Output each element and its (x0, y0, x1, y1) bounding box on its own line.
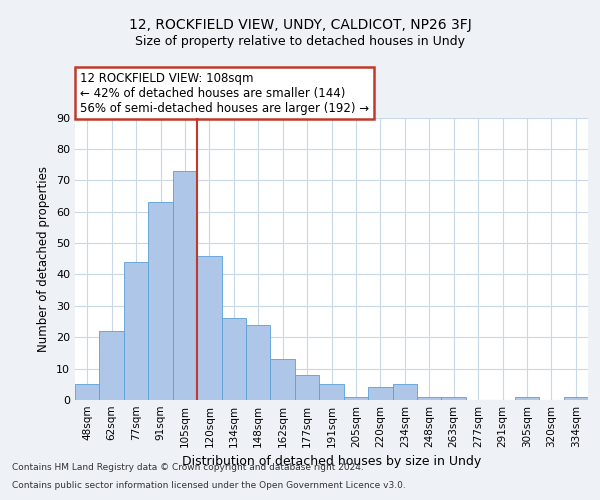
Bar (392, 384, 417, 400)
Bar (319, 384, 344, 400)
Bar (417, 397, 442, 400)
Text: Contains public sector information licensed under the Open Government Licence v3: Contains public sector information licen… (12, 481, 406, 490)
Text: Contains HM Land Registry data © Crown copyright and database right 2024.: Contains HM Land Registry data © Crown c… (12, 464, 364, 472)
Bar (246, 324, 271, 400)
Y-axis label: Number of detached properties: Number of detached properties (37, 166, 50, 352)
Bar (344, 397, 368, 400)
Bar (563, 397, 588, 400)
Bar (271, 359, 295, 400)
Bar (100, 331, 124, 400)
Bar (124, 262, 148, 400)
X-axis label: Distribution of detached houses by size in Undy: Distribution of detached houses by size … (182, 456, 481, 468)
Bar (221, 318, 246, 400)
Bar (368, 388, 392, 400)
Bar (148, 202, 173, 400)
Text: Size of property relative to detached houses in Undy: Size of property relative to detached ho… (135, 35, 465, 48)
Bar (515, 397, 539, 400)
Text: 12 ROCKFIELD VIEW: 108sqm
← 42% of detached houses are smaller (144)
56% of semi: 12 ROCKFIELD VIEW: 108sqm ← 42% of detac… (80, 72, 369, 114)
Bar (295, 375, 319, 400)
Bar (75, 384, 100, 400)
Bar (442, 397, 466, 400)
Bar (173, 171, 197, 400)
Text: 12, ROCKFIELD VIEW, UNDY, CALDICOT, NP26 3FJ: 12, ROCKFIELD VIEW, UNDY, CALDICOT, NP26… (128, 18, 472, 32)
Bar (197, 256, 221, 400)
